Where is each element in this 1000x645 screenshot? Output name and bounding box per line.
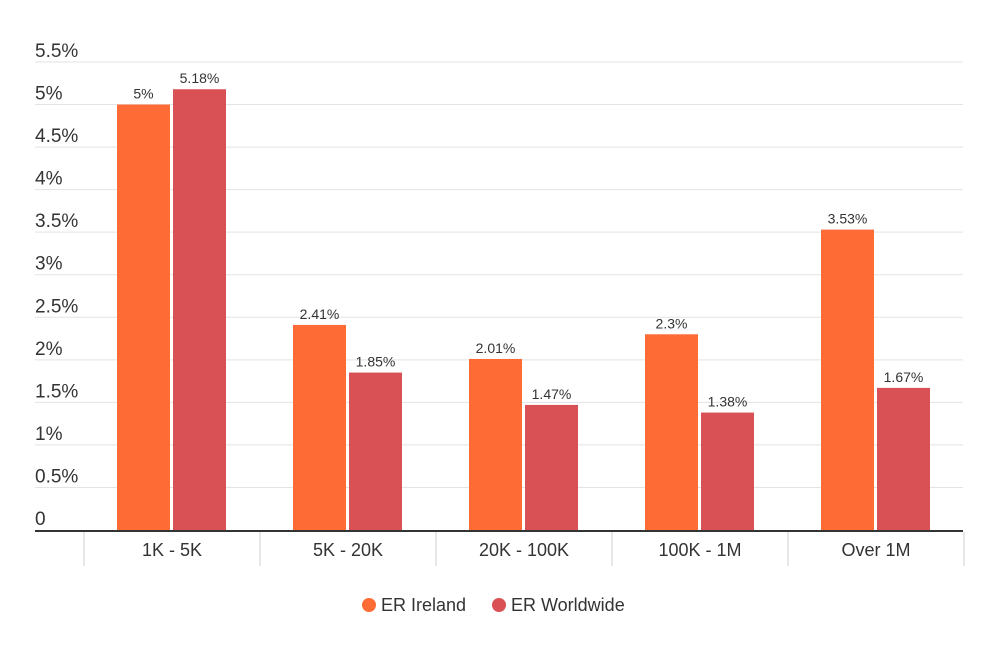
y-tick-label: 2.5% (35, 296, 78, 317)
bar-er-ireland (645, 334, 698, 530)
data-label: 1.85% (356, 354, 396, 370)
y-tick-label: 5.5% (35, 41, 78, 62)
y-tick-label: 5% (35, 84, 63, 105)
y-tick-label: 4% (35, 169, 63, 190)
bar-er-ireland (293, 324, 346, 530)
bar-er-worldwide (173, 89, 226, 530)
y-tick-label: 4.5% (35, 126, 78, 147)
data-label: 5.18% (180, 70, 220, 86)
y-tick-label: 0.5% (35, 466, 78, 487)
legend-swatch (492, 598, 506, 612)
x-tick-label: 1K - 5K (142, 540, 202, 560)
x-tick-label: Over 1M (841, 540, 910, 560)
y-tick-label: 3.5% (35, 211, 78, 232)
data-label: 2.3% (656, 315, 688, 331)
bar-er-worldwide (349, 372, 402, 530)
data-labels: 5% 5.18% 2.41% 1.85% 2.01% 1.47% 2.3% 1.38% 3.53… (133, 70, 923, 409)
data-label: 2.41% (300, 306, 340, 322)
x-axis: 1K - 5K 5K - 20K 20K - 100K 100K - 1M Over 1… (35, 530, 965, 566)
bar-er-worldwide (701, 412, 754, 530)
bar-er-ireland (117, 104, 170, 530)
x-tick-label: 20K - 100K (479, 540, 569, 560)
bars (117, 89, 930, 530)
data-label: 5% (133, 86, 153, 102)
y-axis-ticks: 0 0.5% 1% 1.5% 2% 2.5% 3% 3.5% 4% 4.5% 5% 5.5% (35, 41, 78, 530)
legend-label: ER Ireland (381, 595, 466, 615)
x-tick-label: 5K - 20K (313, 540, 383, 560)
y-tick-label: 0 (35, 509, 46, 530)
x-tick-label: 100K - 1M (658, 540, 741, 560)
data-label: 2.01% (476, 340, 516, 356)
data-label: 1.47% (532, 386, 572, 402)
bar-er-ireland (821, 229, 874, 530)
bar-er-worldwide (525, 404, 578, 530)
y-tick-label: 1.5% (35, 381, 78, 402)
y-tick-label: 3% (35, 254, 63, 275)
data-label: 1.67% (884, 369, 924, 385)
data-label: 3.53% (828, 211, 868, 227)
bar-er-ireland (469, 358, 522, 530)
legend: ER Ireland ER Worldwide (362, 595, 625, 615)
y-tick-label: 1% (35, 424, 63, 445)
data-label: 1.38% (708, 394, 748, 410)
y-tick-label: 2% (35, 339, 63, 360)
legend-label: ER Worldwide (511, 595, 625, 615)
bar-er-worldwide (877, 387, 930, 530)
legend-swatch (362, 598, 376, 612)
